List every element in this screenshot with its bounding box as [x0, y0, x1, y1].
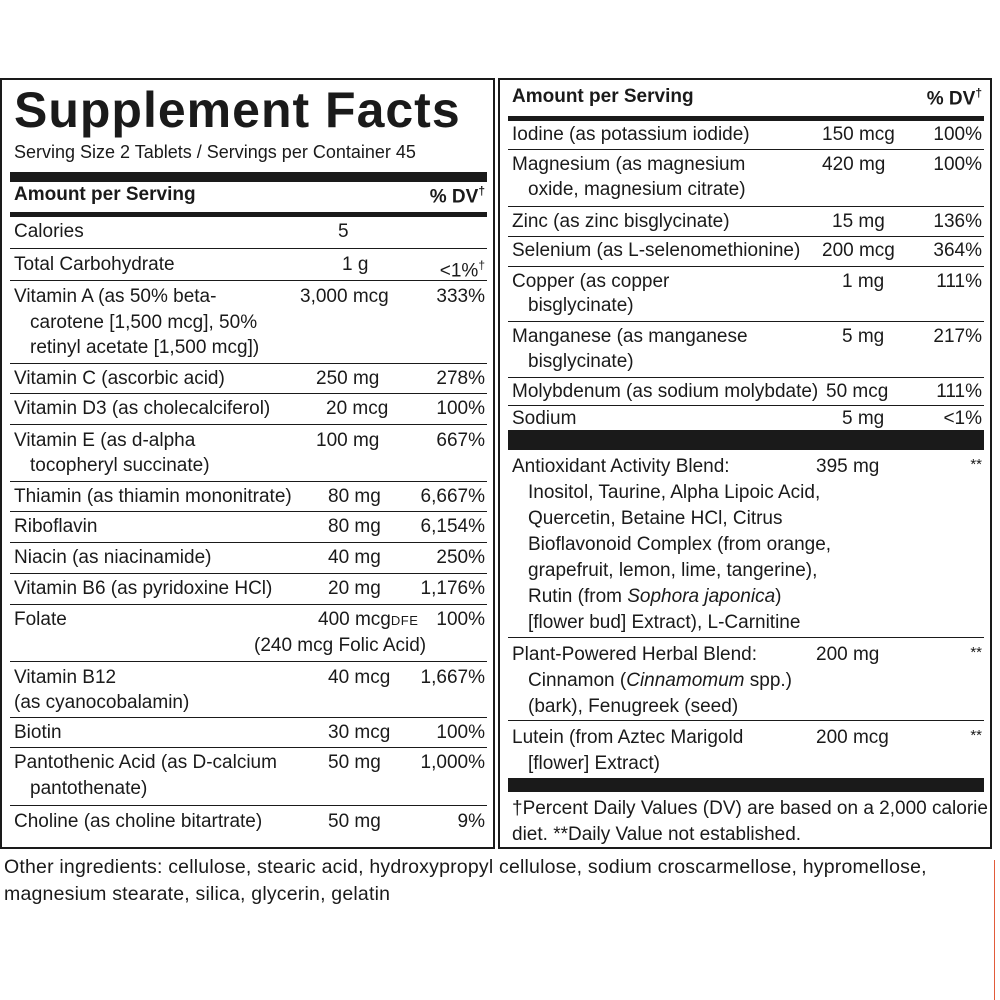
blend-list: Antioxidant Activity Blend: Inositol, Ta…: [508, 452, 984, 781]
nutrient-row: Vitamin A (as 50% beta- carotene [1,500 …: [10, 281, 487, 364]
dv-footnote: †Percent Daily Values (DV) are based on …: [512, 798, 988, 845]
nutrient-row: Molybdenum (as sodium molybdate) 50 mcg …: [508, 378, 984, 406]
nutrient-row: Biotin 30 mcg 100%: [10, 718, 487, 748]
edge-mark: [994, 860, 995, 1000]
nutrient-row: Niacin (as niacinamide) 40 mg 250%: [10, 543, 487, 574]
nutrient-row: Vitamin C (ascorbic acid) 250 mg 278%: [10, 364, 487, 394]
nutrient-row: Selenium (as L-selenomethionine) 200 mcg…: [508, 237, 984, 267]
nutrient-row: Vitamin D3 (as cholecalciferol) 20 mcg 1…: [10, 394, 487, 425]
nutrient-row: Choline (as choline bitartrate) 50 mg 9%: [14, 811, 485, 832]
blend-row: Lutein (from Aztec Marigold [flower] Ext…: [512, 727, 982, 774]
nutrient-row: Zinc (as zinc bisglycinate) 15 mg 136%: [508, 207, 984, 237]
nutrient-row: Vitamin E (as d-alpha tocopheryl succina…: [10, 425, 487, 482]
nutrient-row: Folate 400 mcgDFE (240 mcg Folic Acid) 1…: [10, 605, 487, 662]
nutrient-row: Vitamin B12 (as cyanocobalamin) 40 mcg 1…: [10, 662, 487, 718]
nutrient-row: Magnesium (as magnesium oxide, magnesium…: [508, 150, 984, 207]
nutrient-row: Sodium 5 mg <1%: [512, 408, 982, 429]
blend-row: Antioxidant Activity Blend: Inositol, Ta…: [508, 452, 984, 638]
nutrient-row: Manganese (as manganese bisglycinate) 5 …: [508, 322, 984, 378]
thick-divider: [508, 430, 984, 450]
amount-per-serving-label: Amount per Serving: [14, 184, 196, 205]
medium-divider: [10, 212, 487, 217]
nutrient-row: Copper (as copper bisglycinate) 1 mg 111…: [508, 267, 984, 322]
thick-divider: [10, 172, 487, 182]
nutrient-row: Riboflavin 80 mg 6,154%: [10, 512, 487, 543]
dv-header: % DV†: [926, 86, 982, 110]
panel-title: Supplement Facts: [14, 82, 461, 138]
nutrient-row: Calories 5: [10, 219, 487, 249]
supplement-facts-right-panel: Amount per Serving % DV† Iodine (as pota…: [498, 78, 992, 849]
nutrient-row: Pantothenic Acid (as D-calcium pantothen…: [10, 748, 487, 806]
supplement-facts-left-panel: Supplement Facts Serving Size 2 Tablets …: [0, 78, 495, 849]
nutrient-row: Thiamin (as thiamin mononitrate) 80 mg 6…: [10, 482, 487, 512]
amount-per-serving-label: Amount per Serving: [512, 86, 694, 107]
serving-size: Serving Size 2 Tablets / Servings per Co…: [14, 142, 416, 162]
dv-header: % DV†: [429, 184, 485, 208]
nutrient-list-left: Calories 5 Total Carbohydrate 1 g <1%† V…: [10, 219, 487, 836]
nutrient-row: Iodine (as potassium iodide) 150 mcg 100…: [508, 121, 984, 150]
medium-divider: [508, 116, 984, 121]
nutrient-list-right: Iodine (as potassium iodide) 150 mcg 100…: [508, 121, 984, 434]
blend-row: Plant-Powered Herbal Blend: Cinnamon (Ci…: [508, 638, 984, 721]
nutrient-row: Total Carbohydrate 1 g <1%†: [10, 249, 487, 281]
thick-divider: [508, 778, 984, 792]
nutrient-row: Vitamin B6 (as pyridoxine HCl) 20 mg 1,1…: [10, 574, 487, 605]
other-ingredients: Other ingredients: cellulose, stearic ac…: [4, 856, 927, 905]
